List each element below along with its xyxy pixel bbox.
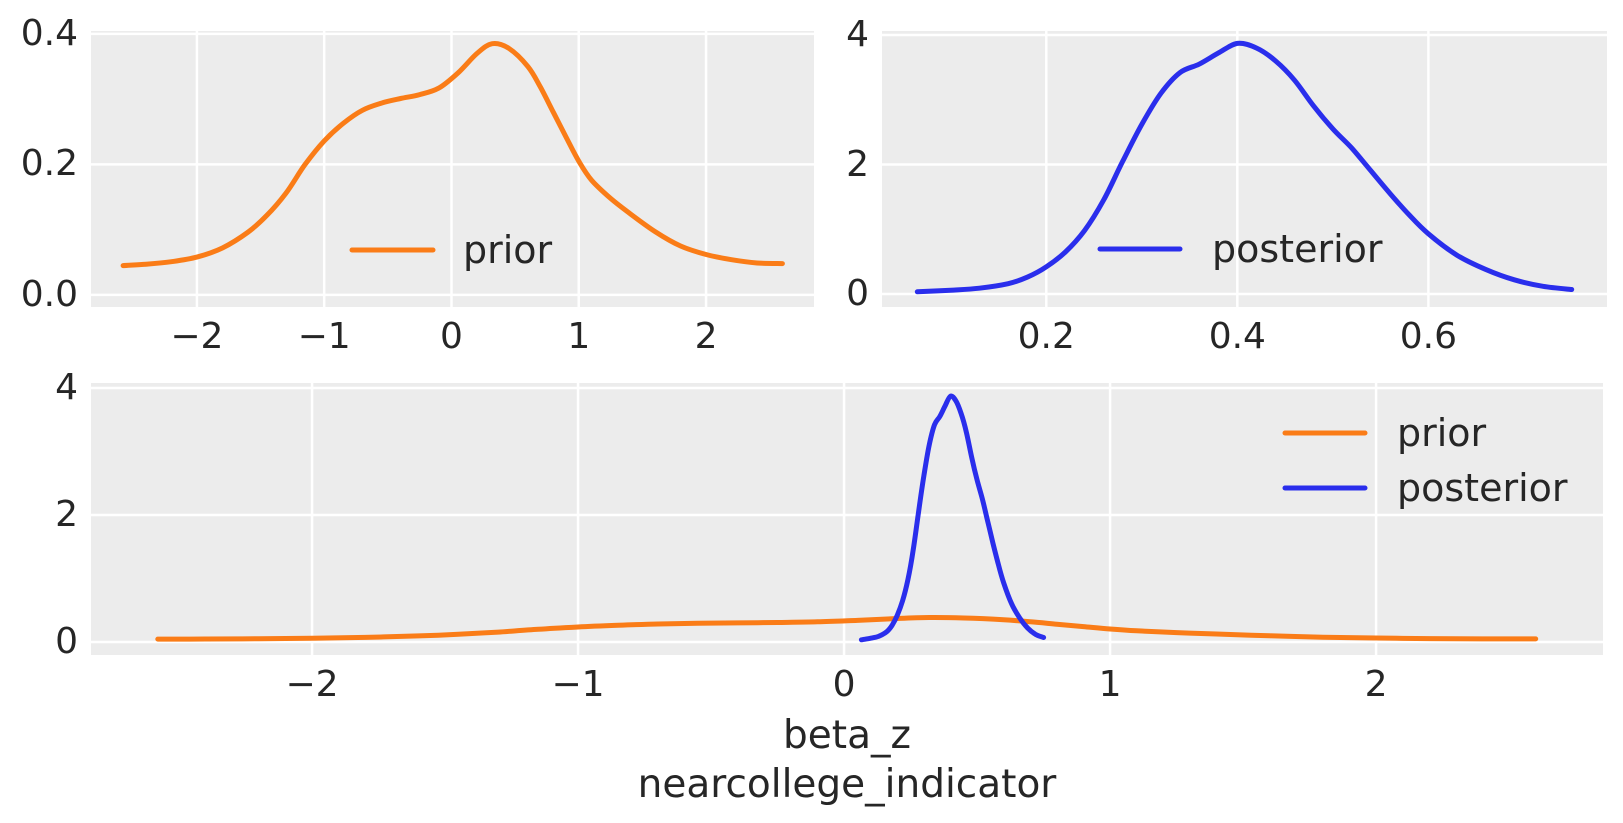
y-tick-label: 4: [846, 14, 869, 55]
x-tick-label: 2: [694, 316, 718, 357]
y-tick-label: 0.0: [20, 273, 78, 315]
y-tick-label: 0: [55, 620, 78, 662]
x-tick-label: −2: [170, 316, 224, 357]
legend-label-posterior: posterior: [1212, 227, 1383, 271]
x-axis-label-line-2: nearcollege_indicator: [637, 762, 1057, 807]
x-axis-label: beta_z nearcollege_indicator: [91, 711, 1603, 809]
posterior-curve: [914, 40, 1575, 295]
posterior-curve: [858, 393, 1047, 643]
x-tick-label: 0.4: [1208, 316, 1266, 357]
x-tick-label: −2: [285, 664, 339, 705]
y-tick-label: 0.4: [20, 12, 78, 54]
x-tick-label: −1: [297, 316, 351, 357]
x-tick-label: 0.2: [1017, 316, 1075, 357]
prior-curve: [120, 41, 785, 269]
legend-label-prior: prior: [1397, 411, 1487, 455]
x-tick-label: 0: [832, 664, 856, 705]
x-tick-label: 1: [1098, 664, 1122, 705]
y-tick-label: 0: [846, 273, 869, 315]
x-tick-label: 2: [1364, 664, 1388, 705]
prior-curve: [155, 614, 1539, 642]
legend-label-posterior: posterior: [1397, 466, 1568, 510]
y-tick-label: 4: [55, 366, 78, 408]
x-axis-label-line-1: beta_z: [783, 713, 911, 758]
x-tick-label: 0: [440, 316, 463, 357]
x-tick-label: −1: [551, 664, 605, 705]
y-tick-label: 2: [846, 143, 869, 185]
x-tick-label: 0.6: [1399, 316, 1457, 357]
y-tick-label: 2: [55, 493, 78, 535]
axes-background-posterior-marginal: [882, 31, 1607, 307]
x-tick-label: 1: [567, 316, 591, 357]
y-tick-label: 0.2: [20, 143, 78, 185]
legend-label-prior: prior: [463, 228, 553, 272]
axes-background-prior-vs-posterior: [91, 383, 1603, 655]
